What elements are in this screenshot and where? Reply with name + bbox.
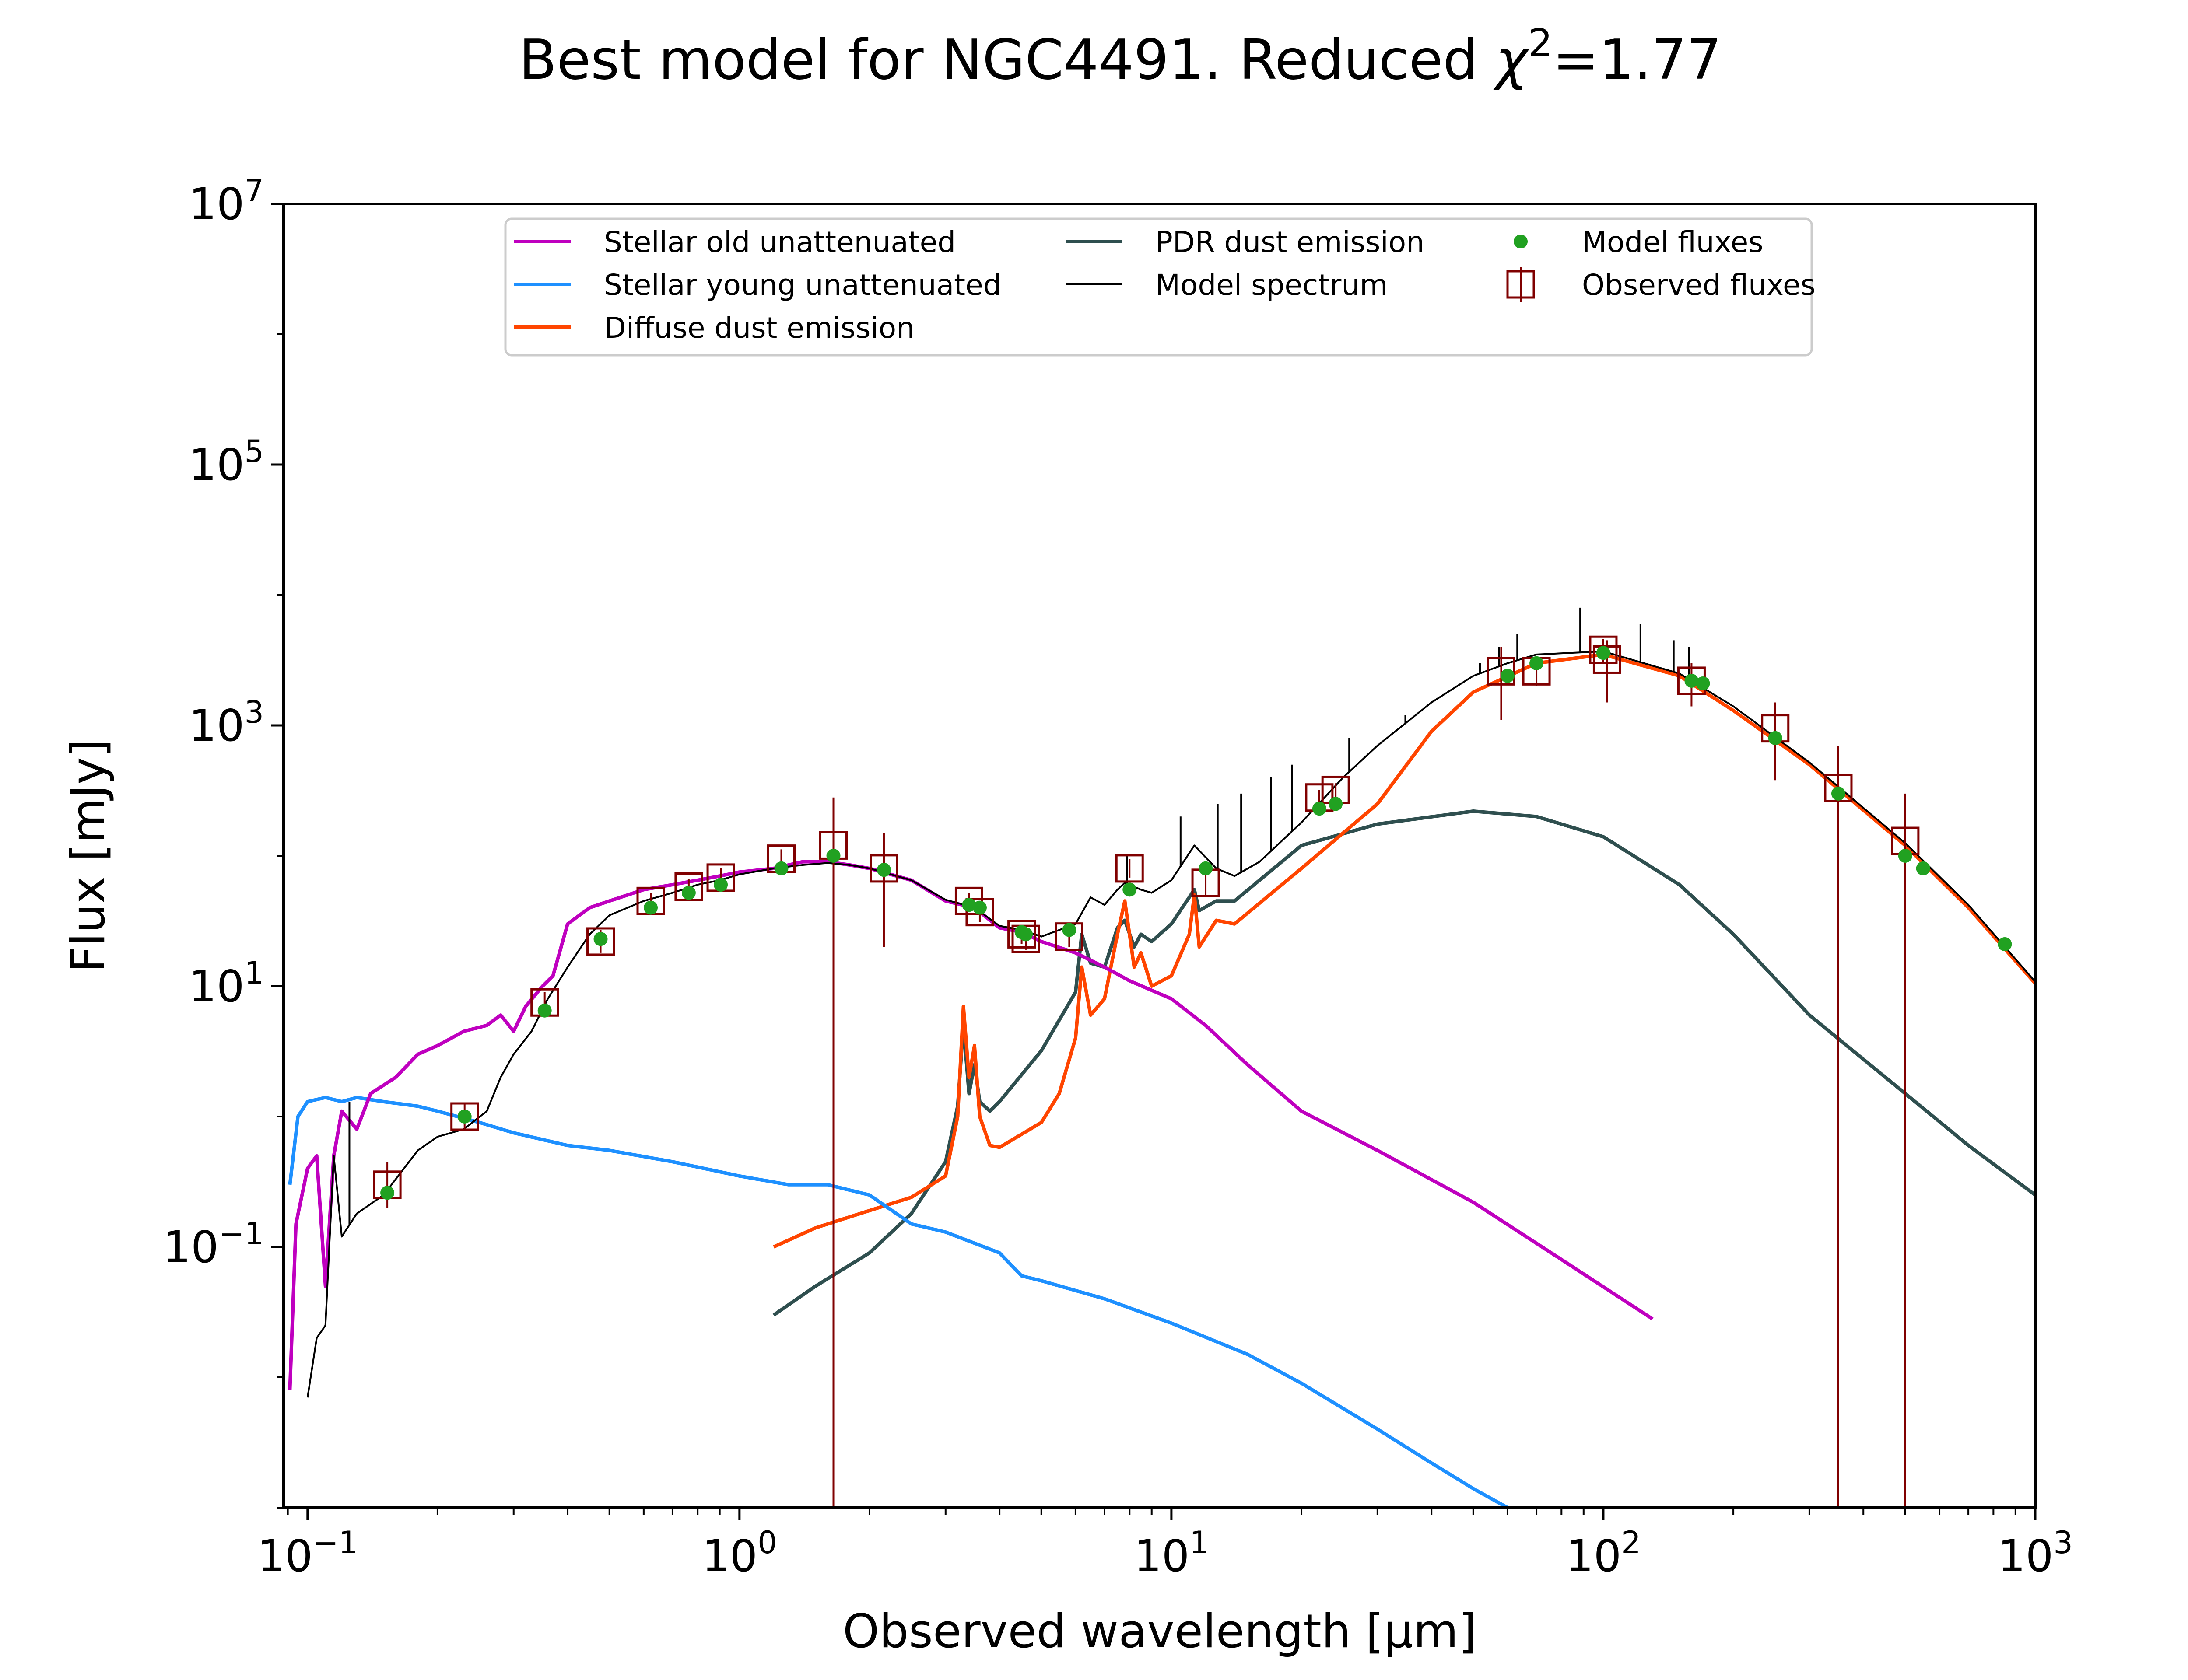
model-flux-point [972, 900, 987, 915]
model-flux-point [1916, 861, 1930, 875]
model-flux-point [537, 1003, 552, 1018]
observed-flux-marker [1011, 924, 1040, 953]
x-tick-label: 10−1 [257, 1525, 358, 1582]
x-tick-label: 100 [702, 1525, 777, 1582]
model-flux-point [1596, 646, 1610, 660]
model-flux-point [1768, 731, 1782, 745]
y-tick-label: 103 [189, 694, 264, 751]
x-axis-label: Observed wavelength [μm] [843, 1604, 1476, 1658]
y-axis-label: Flux [mJy] [61, 739, 115, 973]
model-flux-point [877, 863, 891, 877]
legend-label: Diffuse dust emission [604, 311, 915, 345]
model-flux-point [643, 900, 658, 915]
chart-title: Best model for NGC4491. Reduced χ2=1.77 [519, 21, 1722, 92]
observed-flux-marker [965, 898, 994, 927]
y-tick-label: 10−1 [163, 1216, 264, 1273]
x-tick-label: 102 [1566, 1525, 1641, 1582]
observed-flux-marker [870, 854, 898, 883]
model-flux-point [457, 1110, 472, 1124]
model-flux-point [1062, 923, 1076, 937]
model-flux-point [1329, 797, 1343, 811]
model-flux-point [962, 898, 976, 912]
observed-flux-marker [1592, 645, 1621, 674]
series-line-model-spectrum [306, 650, 2035, 1398]
observed-flux-marker [1824, 774, 1853, 802]
chart-curves [288, 607, 2035, 1508]
observed-flux-marker [1115, 854, 1144, 883]
model-flux-point [1199, 861, 1213, 875]
observed-flux-marker [1589, 635, 1618, 664]
model-flux-point [1529, 656, 1544, 670]
model-flux-point [1019, 927, 1033, 942]
legend-label: Stellar young unattenuated [604, 268, 1002, 302]
y-tick-label: 101 [189, 955, 264, 1012]
model-flux-point [380, 1186, 395, 1200]
series-line-stellar-young-unattenuated [288, 1096, 1508, 1508]
y-tick-label: 107 [189, 173, 264, 230]
legend: Stellar old unattenuated Stellar young un… [504, 217, 1816, 357]
model-flux-point [593, 932, 608, 946]
series-line-stellar-old-unattenuated [288, 860, 1654, 1390]
model-fluxes [380, 646, 2012, 1200]
error-bars [386, 639, 1906, 1508]
model-flux-point [1500, 668, 1515, 683]
legend-label: Observed fluxes [1582, 268, 1816, 302]
legend-label: Model spectrum [1155, 268, 1388, 302]
x-tick-label: 101 [1134, 1525, 1209, 1582]
legend-label: PDR dust emission [1155, 225, 1424, 259]
model-flux-point [826, 849, 841, 863]
observed-flux-marker [954, 886, 983, 915]
model-flux-point [1684, 673, 1699, 688]
y-axis-ticks: 10−1 101 103 105 107 [163, 173, 284, 1508]
model-flux-point [774, 861, 789, 875]
model-flux-point [1696, 676, 1710, 690]
observed-flux-marker [586, 927, 615, 956]
x-tick-label: 103 [1998, 1525, 2073, 1582]
model-flux-point [681, 886, 696, 900]
observed-fluxes [373, 635, 1920, 1199]
legend-label: Stellar old unattenuated [604, 225, 956, 259]
observed-flux-marker [1487, 657, 1515, 686]
legend-label: Model fluxes [1582, 225, 1764, 259]
observed-flux-marker [450, 1102, 479, 1131]
model-flux-point [1998, 937, 2012, 951]
legend-box [504, 217, 1813, 357]
y-tick-label: 105 [189, 434, 264, 490]
model-flux-point [1312, 802, 1326, 816]
x-axis-ticks: 10−1 100 101 102 103 [257, 1508, 2073, 1582]
observed-flux-marker [1007, 920, 1036, 948]
model-flux-point [1122, 882, 1137, 897]
legend-swatch [1514, 234, 1528, 248]
model-flux-point [714, 878, 728, 892]
model-flux-point [1898, 849, 1912, 863]
series-line-diffuse-dust-emission [773, 652, 2035, 1249]
model-flux-point [1831, 786, 1845, 801]
